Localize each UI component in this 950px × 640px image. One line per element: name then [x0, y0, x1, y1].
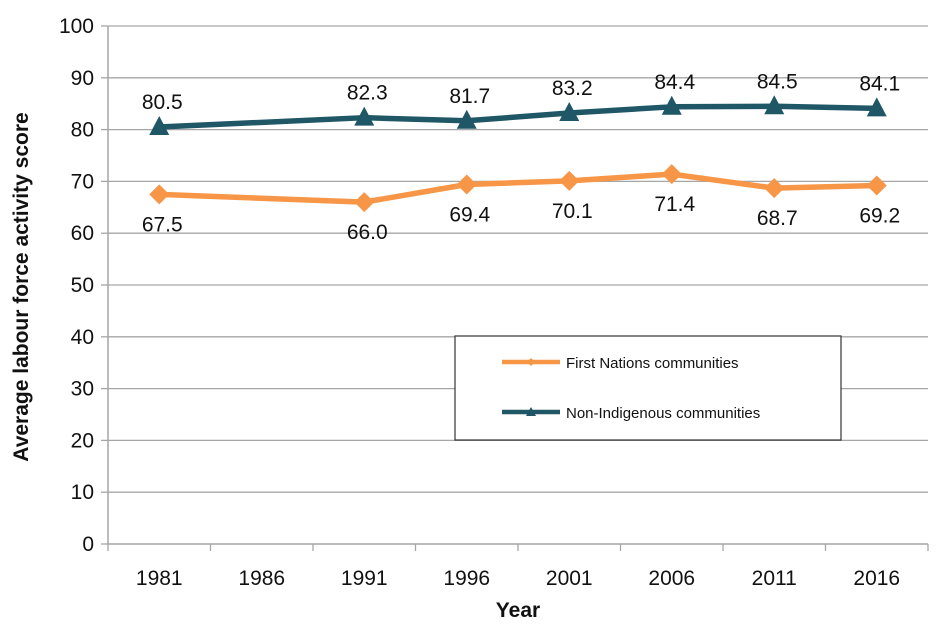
x-tick-label: 1986	[238, 567, 285, 590]
data-label: 80.5	[142, 91, 183, 114]
gridlines	[108, 25, 928, 493]
legend-marker-triangle	[526, 407, 536, 416]
legend-item: Non-Indigenous communities	[502, 405, 760, 422]
y-tick-label: 70	[71, 170, 94, 193]
data-label: 71.4	[654, 193, 695, 216]
legend-marker-diamond	[527, 358, 535, 366]
x-tick-label: 1991	[341, 567, 388, 590]
x-tick-label: 2016	[853, 567, 900, 590]
data-label: 82.3	[347, 82, 388, 105]
data-labels: 67.5 66.0 69.4 70.1 71.4 68.7 69.2 80.5 82.3 81.7…	[142, 70, 900, 244]
x-axis-title: Year	[496, 599, 540, 622]
y-tick-label: 0	[82, 533, 94, 556]
data-point-triangle	[661, 95, 682, 115]
data-label: 83.2	[552, 77, 593, 100]
data-label: 68.7	[757, 207, 798, 230]
x-tick-label: 1996	[443, 567, 490, 590]
data-label: 67.5	[142, 213, 183, 236]
data-point-diamond	[559, 170, 580, 191]
y-tick-label: 80	[71, 119, 94, 142]
axes	[101, 25, 929, 551]
legend-label: Non-Indigenous communities	[566, 405, 760, 422]
data-point-diamond	[764, 178, 785, 199]
y-tick-label: 90	[71, 67, 94, 90]
data-point-triangle	[764, 95, 785, 115]
x-tick-label: 1981	[136, 567, 183, 590]
data-label: 66.0	[347, 221, 388, 244]
y-tick-label: 50	[71, 274, 94, 297]
data-label: 69.4	[449, 204, 490, 227]
data-label: 81.7	[449, 85, 490, 108]
x-tick-label: 2001	[546, 567, 593, 590]
data-label: 70.1	[552, 200, 593, 223]
series-first-nations-communities	[149, 164, 887, 213]
x-tick-label: 2006	[648, 567, 695, 590]
series-group	[149, 95, 887, 213]
data-point-diamond	[661, 164, 682, 185]
data-point-diamond	[354, 192, 375, 213]
data-point-diamond	[149, 184, 170, 205]
data-point-diamond	[866, 175, 887, 196]
y-tick-label: 10	[71, 481, 94, 504]
legend-item: First Nations communities	[502, 355, 739, 372]
y-tick-label: 30	[71, 378, 94, 401]
x-tick-label: 2011	[752, 567, 797, 590]
x-tick-labels: 1981 1986 1991 1996 2001 2006 2011 2016	[136, 567, 900, 590]
data-label: 84.5	[757, 70, 798, 93]
y-tick-label: 100	[59, 15, 94, 38]
data-point-triangle	[866, 97, 887, 117]
series-non-indigenous-communities	[149, 95, 887, 136]
y-tick-label: 60	[71, 222, 94, 245]
data-point-triangle	[456, 109, 477, 129]
data-label: 84.4	[654, 71, 695, 94]
legend-box	[454, 335, 842, 441]
legend: First Nations communities Non-Indigenous …	[454, 335, 842, 441]
y-tick-label: 20	[71, 429, 94, 452]
y-axis-title: Average labour force activity score	[10, 112, 33, 461]
data-point-triangle	[149, 116, 170, 136]
data-point-diamond	[456, 174, 477, 195]
data-point-triangle	[354, 106, 375, 126]
y-tick-labels: 0 10 20 30 40 50 60 70 80 90 100	[59, 15, 94, 556]
data-label: 84.1	[859, 72, 900, 95]
legend-label: First Nations communities	[566, 355, 739, 372]
data-point-triangle	[559, 102, 580, 122]
data-label: 69.2	[859, 205, 900, 228]
y-tick-label: 40	[71, 326, 94, 349]
